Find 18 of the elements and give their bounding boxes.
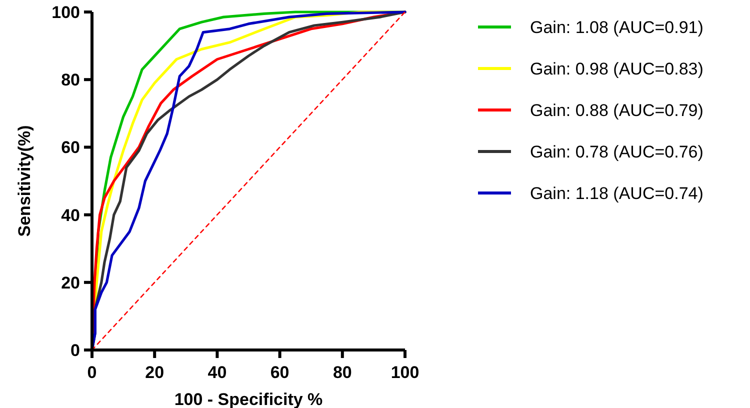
- x-tick-label: 80: [332, 363, 352, 382]
- x-tick-label: 100: [390, 363, 420, 382]
- legend-label: Gain: 0.98 (AUC=0.83): [530, 60, 704, 78]
- y-tick-label: 80: [61, 70, 80, 90]
- y-tick-label: 40: [61, 206, 80, 225]
- legend-label: Gain: 1.08 (AUC=0.91): [530, 18, 704, 37]
- y-tick-label: 0: [70, 341, 80, 360]
- y-tick-label: 60: [61, 138, 80, 158]
- legend-label: Gain: 0.88 (AUC=0.79): [530, 101, 704, 120]
- y-axis-title: Sensitivity(%): [15, 125, 34, 237]
- legend-label: Gain: 1.18 (AUC=0.74): [530, 184, 704, 203]
- x-tick-label: 60: [270, 363, 290, 382]
- legend-label: Gain: 0.78 (AUC=0.76): [530, 142, 704, 162]
- x-tick-label: 0: [87, 363, 97, 382]
- y-tick-label: 100: [52, 3, 80, 22]
- x-tick-label: 40: [208, 363, 227, 382]
- y-tick-label: 20: [61, 273, 80, 292]
- x-tick-label: 20: [145, 363, 164, 382]
